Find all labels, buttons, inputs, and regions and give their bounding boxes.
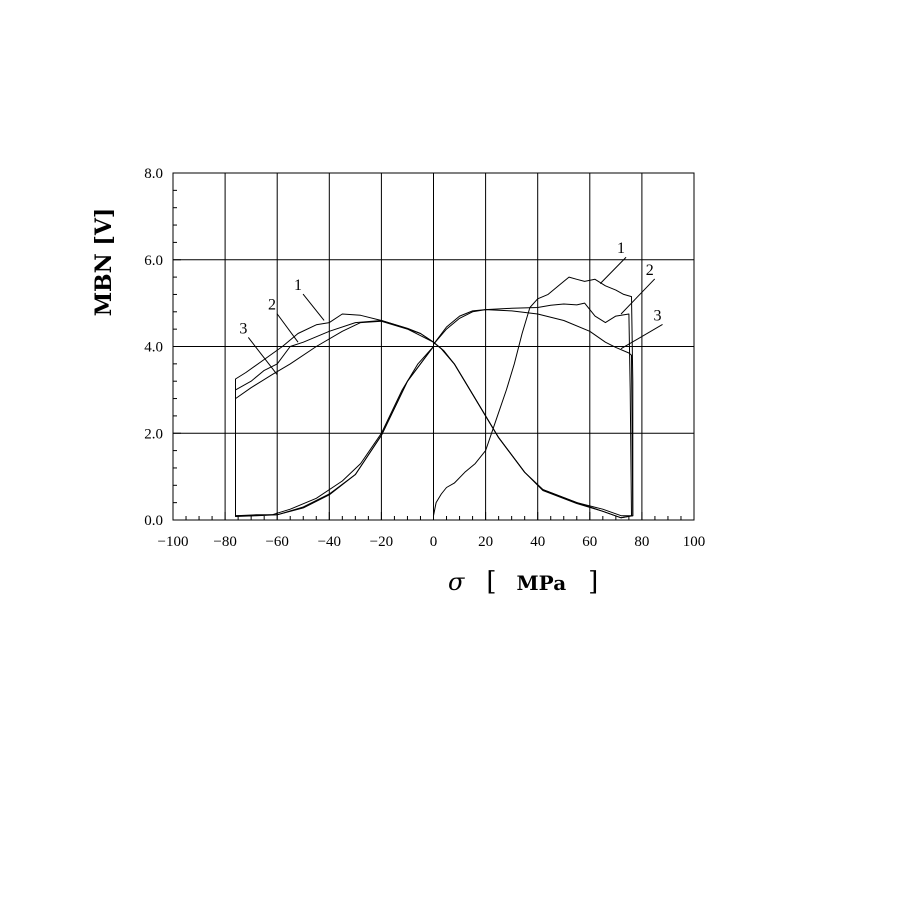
curve-labels: 1 2 3 1 2 3 xyxy=(239,240,663,376)
series-line-1 xyxy=(235,276,634,517)
curve-label-1: 1 xyxy=(294,277,302,294)
plot-frame xyxy=(172,172,695,521)
series-line-3 xyxy=(235,309,634,519)
curve-label-leader xyxy=(276,313,299,343)
curve-label-2: 2 xyxy=(646,262,654,279)
curve-label-leader xyxy=(247,337,278,376)
y-tick-label: 2.0 xyxy=(144,426,163,442)
y-tick-label: 4.0 xyxy=(144,340,163,356)
curve-label-2: 2 xyxy=(268,297,276,314)
x-tick-label: −20 xyxy=(370,534,393,550)
y-tick-label: 6.0 xyxy=(144,253,163,269)
x-axis-close-bracket: ] xyxy=(588,567,598,597)
x-tick-label: 80 xyxy=(634,534,649,550)
y-axis-label: MBN [V] xyxy=(91,208,117,317)
curve-label-3: 3 xyxy=(654,307,662,324)
x-tick-label: 100 xyxy=(683,534,706,550)
curve-label-leader xyxy=(599,256,627,284)
x-tick-label: −60 xyxy=(265,534,288,550)
x-tick-label: −40 xyxy=(318,534,341,550)
x-axis-open-bracket: [ xyxy=(486,567,496,597)
curve-label-1: 1 xyxy=(617,240,625,257)
x-tick-label: −80 xyxy=(213,534,236,550)
curve-label-leader xyxy=(620,278,656,315)
x-tick-label: 20 xyxy=(478,534,493,550)
y-tick-label: 8.0 xyxy=(144,166,163,182)
x-axis-label: σ [ MPa ] xyxy=(448,567,598,597)
x-tick-label: 40 xyxy=(530,534,545,550)
x-tick-label: 60 xyxy=(582,534,597,550)
curve-label-leader xyxy=(620,324,663,350)
curve-label-leader xyxy=(302,293,325,321)
x-axis-symbol: σ xyxy=(448,568,465,596)
x-axis-unit: MPa xyxy=(517,571,567,595)
x-tick-label: −100 xyxy=(158,534,189,550)
x-tick-label: 0 xyxy=(430,534,438,550)
curve-label-3: 3 xyxy=(239,320,247,337)
series-lines xyxy=(235,276,634,519)
y-tick-label: 0.0 xyxy=(144,513,163,529)
